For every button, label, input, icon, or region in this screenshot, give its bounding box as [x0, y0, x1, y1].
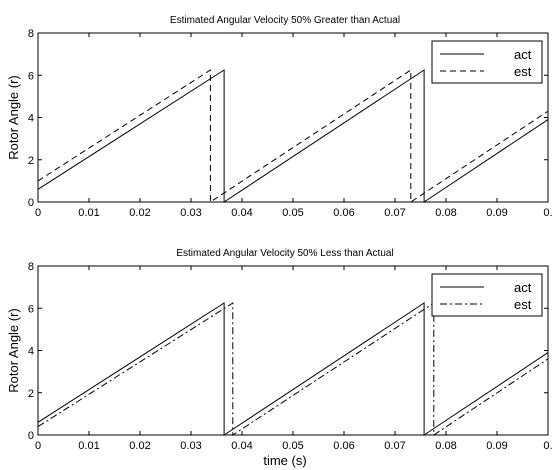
y-tick-label: 8 [28, 261, 34, 273]
x-tick-label: 0.01 [78, 207, 99, 219]
legend-label-act: act [514, 280, 532, 295]
y-tick-label: 4 [28, 346, 34, 358]
y-tick-label: 0 [28, 197, 34, 209]
y-axis-label: Rotor Angle (r) [6, 75, 21, 160]
x-tick-label: 0.06 [333, 440, 354, 452]
series-act-line [37, 69, 549, 203]
x-tick-label: 0.09 [486, 207, 507, 219]
x-tick-label: 0 [35, 440, 41, 452]
legend-label-est: est [514, 297, 532, 312]
y-tick-label: 6 [28, 303, 34, 315]
y-tick-label: 2 [28, 155, 34, 167]
y-tick-label: 4 [28, 113, 34, 125]
y-tick-label: 0 [28, 430, 34, 442]
chart-title: Estimated Angular Velocity 50% Greater t… [170, 15, 400, 26]
x-tick-label: 0.02 [129, 440, 150, 452]
x-tick-label: 0.09 [486, 440, 507, 452]
x-tick-label: 0.04 [231, 207, 252, 219]
legend-box [431, 40, 543, 84]
x-tick-label: 0.04 [231, 440, 252, 452]
y-tick-label: 2 [28, 388, 34, 400]
x-tick-label: 0.06 [333, 207, 354, 219]
x-tick-label: 0.08 [435, 440, 456, 452]
x-tick-label: 0.08 [435, 207, 456, 219]
x-axis-label: time (s) [263, 453, 306, 468]
chart-title: Estimated Angular Velocity 50% Less than… [176, 248, 393, 259]
series-est-line [37, 302, 549, 436]
x-tick-label: 0.03 [180, 207, 201, 219]
x-tick-label: 0.07 [384, 440, 405, 452]
series-est-line [37, 69, 549, 203]
x-tick-label: 0.03 [180, 440, 201, 452]
x-tick-label: 0.07 [384, 207, 405, 219]
panel-1: Estimated Angular Velocity 50% Greater t… [6, 15, 552, 219]
panel-2: Estimated Angular Velocity 50% Less than… [6, 248, 552, 468]
y-axis-label: Rotor Angle (r) [6, 308, 21, 393]
x-tick-label: 0.05 [282, 440, 303, 452]
x-tick-label: 0.05 [282, 207, 303, 219]
y-tick-label: 8 [28, 28, 34, 40]
x-tick-label: 0 [35, 207, 41, 219]
legend-box [431, 273, 543, 317]
x-tick-label: 0.01 [78, 440, 99, 452]
series-act-line [37, 302, 549, 436]
legend-label-act: act [514, 47, 532, 62]
legend-label-est: est [514, 64, 532, 79]
x-tick-label: 0. [543, 207, 552, 219]
x-tick-label: 0. [543, 440, 552, 452]
y-tick-label: 6 [28, 70, 34, 82]
x-tick-label: 0.02 [129, 207, 150, 219]
